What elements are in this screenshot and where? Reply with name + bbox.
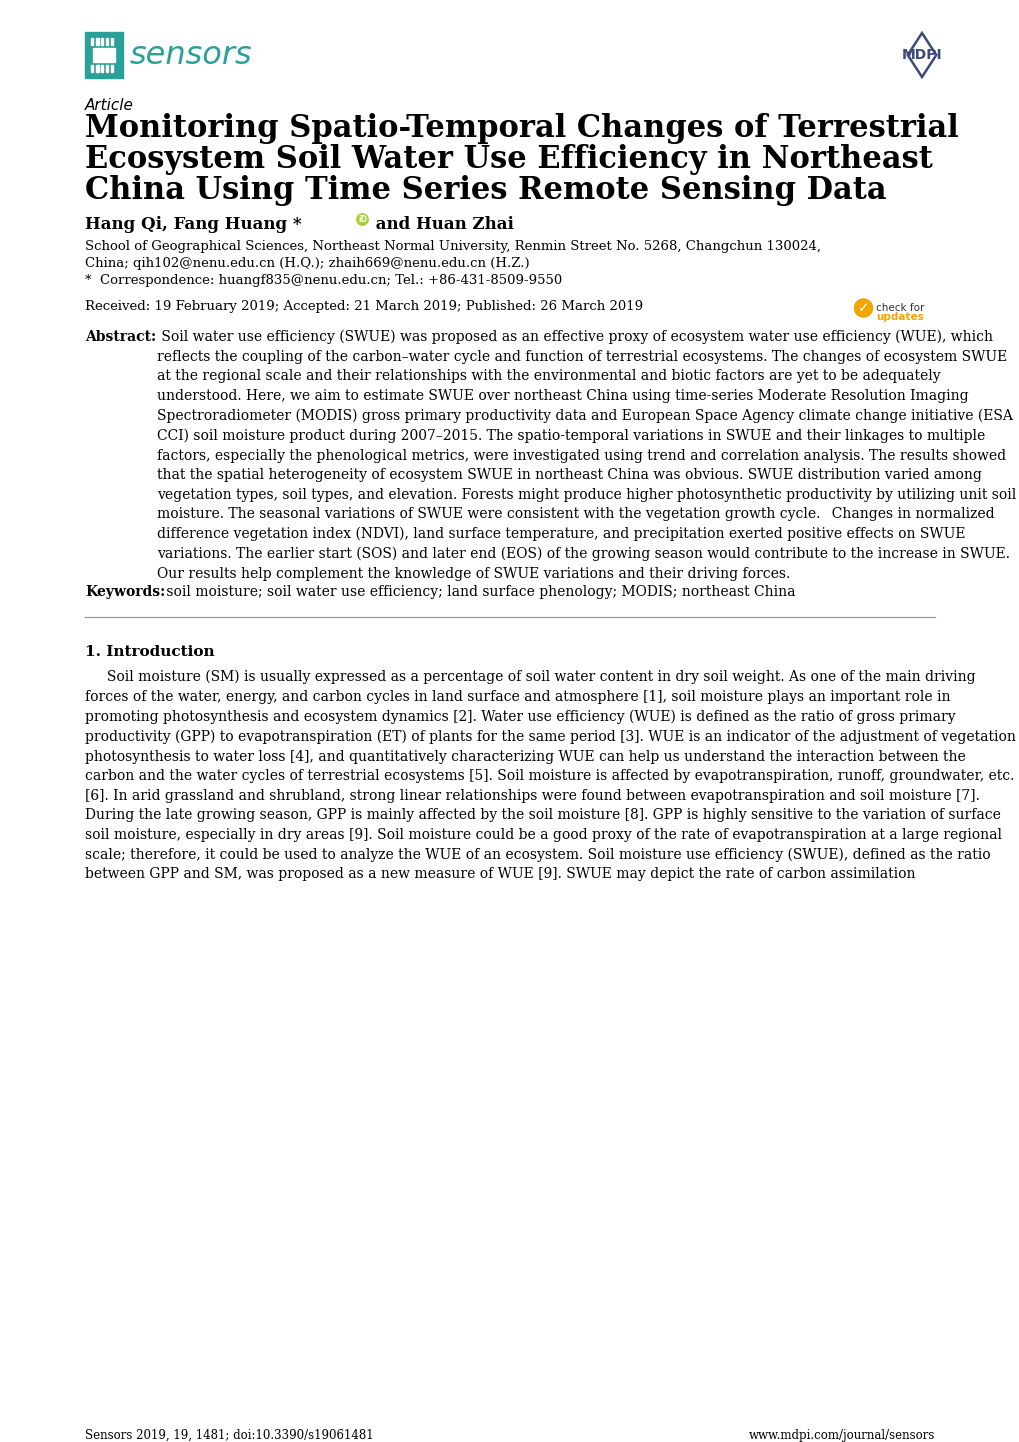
- Text: Soil moisture (SM) is usually expressed as a percentage of soil water content in: Soil moisture (SM) is usually expressed …: [85, 671, 1015, 881]
- Text: www.mdpi.com/journal/sensors: www.mdpi.com/journal/sensors: [748, 1429, 934, 1442]
- Text: China; qih102@nenu.edu.cn (H.Q.); zhaih669@nenu.edu.cn (H.Z.): China; qih102@nenu.edu.cn (H.Q.); zhaih6…: [85, 257, 529, 270]
- Text: Abstract:: Abstract:: [85, 330, 156, 345]
- Text: Article: Article: [85, 98, 133, 112]
- Text: China Using Time Series Remote Sensing Data: China Using Time Series Remote Sensing D…: [85, 174, 886, 206]
- Text: Monitoring Spatio-Temporal Changes of Terrestrial: Monitoring Spatio-Temporal Changes of Te…: [85, 112, 958, 144]
- Bar: [96, 65, 99, 72]
- Bar: [91, 65, 94, 72]
- Text: MDPI: MDPI: [901, 48, 942, 62]
- Bar: [106, 37, 108, 45]
- Circle shape: [357, 213, 368, 225]
- Text: Received: 19 February 2019; Accepted: 21 March 2019; Published: 26 March 2019: Received: 19 February 2019; Accepted: 21…: [85, 300, 643, 313]
- Bar: [111, 37, 113, 45]
- Text: Hang Qi, Fang Huang *: Hang Qi, Fang Huang *: [85, 216, 302, 234]
- Text: *  Correspondence: huangf835@nenu.edu.cn; Tel.: +86-431-8509-9550: * Correspondence: huangf835@nenu.edu.cn;…: [85, 274, 561, 287]
- Text: Ecosystem Soil Water Use Efficiency in Northeast: Ecosystem Soil Water Use Efficiency in N…: [85, 144, 932, 174]
- Text: sensors: sensors: [129, 39, 253, 71]
- Text: iD: iD: [358, 215, 367, 224]
- Bar: [101, 37, 103, 45]
- Text: ✓: ✓: [857, 301, 868, 314]
- Bar: [96, 37, 99, 45]
- Text: and Huan Zhai: and Huan Zhai: [370, 216, 514, 234]
- Text: Sensors 2019, 19, 1481; doi:10.3390/s19061481: Sensors 2019, 19, 1481; doi:10.3390/s190…: [85, 1429, 373, 1442]
- Text: soil moisture; soil water use efficiency; land surface phenology; MODIS; northea: soil moisture; soil water use efficiency…: [162, 585, 795, 598]
- Text: Keywords:: Keywords:: [85, 585, 165, 598]
- Text: Soil water use efficiency (SWUE) was proposed as an effective proxy of ecosystem: Soil water use efficiency (SWUE) was pro…: [157, 330, 1015, 581]
- Bar: [106, 65, 108, 72]
- Bar: [93, 48, 115, 62]
- Bar: [101, 65, 103, 72]
- Text: check for: check for: [875, 303, 923, 313]
- Bar: [85, 32, 123, 78]
- Text: 1. Introduction: 1. Introduction: [85, 645, 214, 659]
- Bar: [91, 37, 94, 45]
- Circle shape: [854, 298, 871, 317]
- Text: updates: updates: [875, 311, 923, 322]
- Bar: [111, 65, 113, 72]
- Text: School of Geographical Sciences, Northeast Normal University, Renmin Street No. : School of Geographical Sciences, Northea…: [85, 239, 820, 252]
